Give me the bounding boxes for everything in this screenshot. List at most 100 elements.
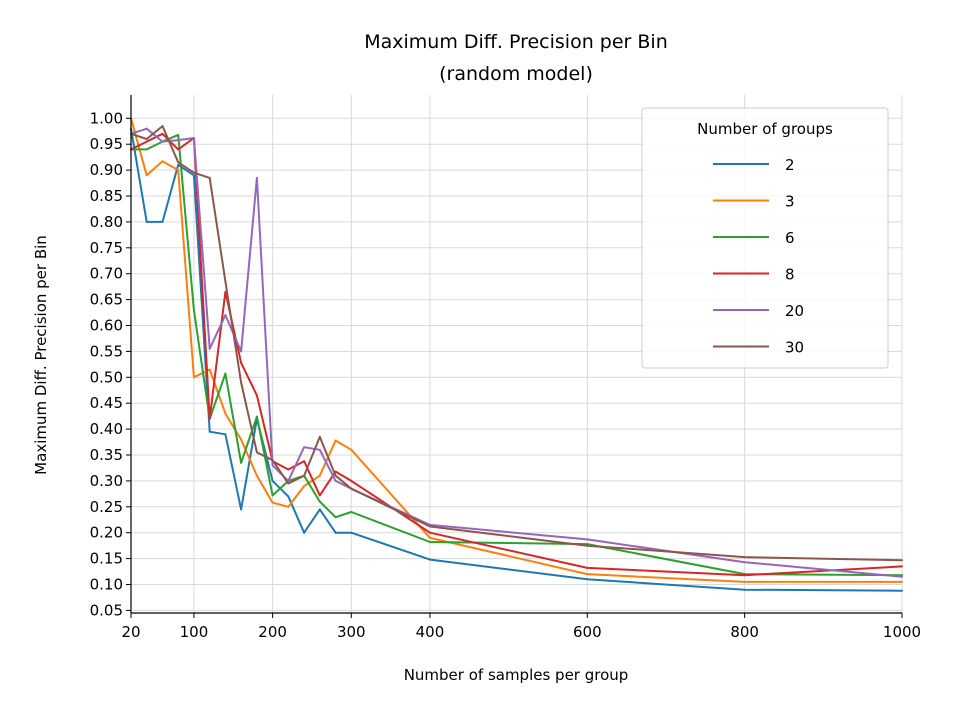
x-tick-label: 800	[730, 623, 759, 641]
y-tick-label: 0.45	[90, 394, 123, 412]
y-tick-label: 0.55	[90, 342, 123, 360]
data-point	[743, 574, 746, 577]
data-point	[350, 479, 353, 482]
x-tick-label: 300	[337, 623, 366, 641]
data-point	[161, 160, 164, 163]
y-tick-label: 0.15	[90, 550, 123, 568]
y-tick-label: 0.90	[90, 161, 123, 179]
data-point	[224, 433, 227, 436]
data-point	[350, 510, 353, 513]
data-point	[586, 578, 589, 581]
data-point	[224, 314, 227, 317]
legend-title: Number of groups	[697, 120, 833, 138]
data-point	[318, 500, 321, 503]
legend-label: 30	[785, 339, 804, 357]
data-point	[428, 541, 431, 544]
data-point	[303, 446, 306, 449]
data-point	[318, 448, 321, 451]
x-tick-label: 400	[416, 623, 445, 641]
data-point	[318, 508, 321, 511]
data-point	[428, 558, 431, 561]
y-tick-label: 0.10	[90, 576, 123, 594]
data-point	[240, 350, 243, 353]
data-point	[177, 163, 180, 166]
data-point	[334, 474, 337, 477]
data-point	[177, 148, 180, 151]
y-tick-label: 0.65	[90, 291, 123, 309]
data-point	[586, 573, 589, 576]
data-point	[240, 438, 243, 441]
data-point	[901, 580, 903, 583]
data-point	[192, 136, 195, 139]
y-tick-label: 0.05	[90, 601, 123, 619]
chart-title: Maximum Diff. Precision per Bin	[364, 31, 668, 53]
data-point	[318, 474, 321, 477]
data-point	[901, 575, 903, 578]
y-tick-label: 0.70	[90, 265, 123, 283]
data-point	[208, 176, 211, 179]
data-point	[145, 127, 148, 130]
y-tick-label: 0.60	[90, 317, 123, 335]
data-point	[145, 138, 148, 141]
series-30	[130, 125, 903, 562]
data-point	[271, 464, 274, 467]
x-tick-label: 1000	[883, 623, 921, 641]
data-point	[177, 139, 180, 142]
data-point	[208, 430, 211, 433]
data-point	[271, 501, 274, 504]
data-point	[161, 132, 164, 135]
data-point	[145, 220, 148, 223]
data-point	[255, 394, 258, 397]
y-tick-label: 0.50	[90, 368, 123, 386]
series-2	[130, 127, 903, 592]
data-point	[743, 556, 746, 559]
chart-subtitle: (random model)	[439, 63, 593, 85]
data-point	[145, 174, 148, 177]
data-point	[255, 451, 258, 454]
x-tick-label: 600	[573, 623, 602, 641]
data-point	[428, 531, 431, 534]
data-point	[743, 588, 746, 591]
data-point	[287, 468, 290, 471]
data-point	[303, 474, 306, 477]
data-point	[240, 361, 243, 364]
data-point	[743, 580, 746, 583]
data-point	[224, 280, 227, 283]
y-tick-label: 0.20	[90, 524, 123, 542]
data-point	[177, 169, 180, 172]
data-point	[287, 482, 290, 485]
data-point	[224, 290, 227, 293]
legend-label: 8	[785, 266, 795, 284]
legend-items: 2 3 6 8 20 30	[713, 156, 804, 357]
series-lines	[130, 117, 903, 592]
x-tick-label: 100	[180, 623, 209, 641]
data-point	[586, 538, 589, 541]
data-point	[586, 543, 589, 546]
y-tick-label: 0.95	[90, 135, 123, 153]
data-point	[334, 531, 337, 534]
y-tick-label: 0.30	[90, 472, 123, 490]
y-axis-label: Maximum Diff. Precision per Bin	[32, 235, 50, 475]
data-point	[350, 531, 353, 534]
data-point	[255, 176, 258, 179]
legend-label: 3	[785, 193, 795, 211]
data-point	[586, 544, 589, 547]
data-point	[901, 589, 903, 592]
data-point	[177, 133, 180, 136]
data-point	[318, 435, 321, 438]
data-point	[208, 347, 211, 350]
data-point	[240, 381, 243, 384]
data-point	[192, 308, 195, 311]
data-point	[334, 439, 337, 442]
data-point	[192, 171, 195, 174]
data-point	[177, 161, 180, 164]
data-point	[350, 448, 353, 451]
data-point	[271, 459, 274, 462]
data-point	[303, 460, 306, 463]
data-point	[334, 516, 337, 519]
y-tick-label: 0.80	[90, 213, 123, 231]
data-point	[192, 376, 195, 379]
data-point	[428, 525, 431, 528]
data-point	[303, 531, 306, 534]
